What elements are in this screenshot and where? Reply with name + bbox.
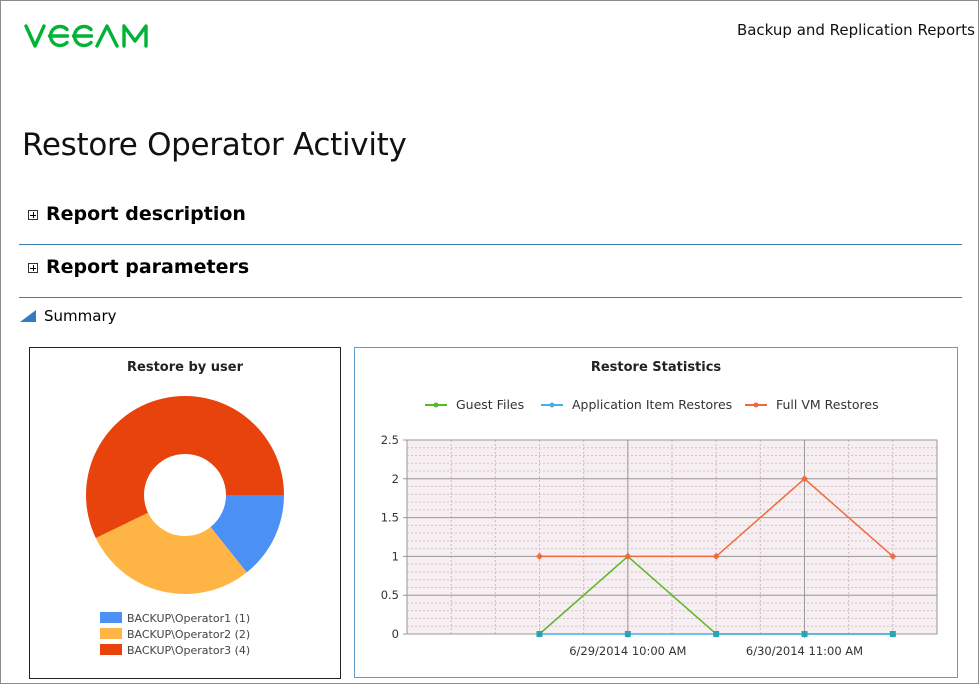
legend-swatch [100, 644, 122, 655]
report-description-section[interactable]: Report description [19, 201, 962, 245]
data-point [889, 552, 897, 560]
expand-icon[interactable] [28, 210, 38, 220]
chart-title: Restore Statistics [590, 360, 722, 375]
legend-label: BACKUP\Operator3 (4) [127, 644, 250, 657]
summary-label: Summary [44, 307, 117, 325]
section-label: Report parameters [46, 256, 250, 278]
donut-slice-1 [210, 495, 284, 573]
restore-by-user-panel: Restore by user BACKUP\Operator1 (1) BACK… [29, 347, 341, 679]
data-point [801, 475, 808, 483]
legend-label: BACKUP\Operator1 (1) [127, 612, 250, 625]
report-category-label: Backup and Replication Reports [736, 21, 975, 39]
restore-by-user-donut-chart: BACKUP\Operator1 (1) BACKUP\Operator2 (2)… [86, 396, 284, 657]
legend-marker [549, 402, 555, 408]
veeam-logo [24, 24, 148, 48]
donut-slice-2 [95, 512, 247, 594]
x-tick-label: 6/30/2014 11:00 AM [746, 644, 863, 658]
y-tick-label: 1.5 [381, 511, 399, 525]
data-point [536, 631, 543, 637]
chart-title: Restore by user [127, 360, 243, 375]
y-tick-label: 0.5 [381, 588, 399, 602]
restore-statistics-line-chart: 0 0.5 1 1.5 2 2.5 6/29/2014 10:00 AM 6/30/2014 … [381, 397, 938, 658]
collapse-triangle-icon[interactable] [20, 310, 36, 322]
report-parameters-section[interactable]: Report parameters [19, 254, 962, 298]
data-point [624, 631, 631, 637]
legend-label: Application Item Restores [572, 397, 732, 412]
data-point [712, 552, 720, 560]
data-point [713, 631, 720, 637]
y-tick-label: 2 [392, 472, 399, 486]
y-tick-label: 1 [392, 549, 399, 563]
restore-statistics-panel: Restore Statistics 0 0.5 1 1.5 2 2.5 6/29/2014… [354, 347, 958, 678]
legend-swatch [100, 612, 122, 623]
legend-marker [753, 402, 759, 408]
x-tick-label: 6/29/2014 10:00 AM [569, 644, 686, 658]
data-point [624, 552, 632, 560]
donut-slice-3 [86, 396, 284, 538]
page-title: Restore Operator Activity [22, 127, 407, 163]
expand-icon[interactable] [28, 263, 38, 273]
legend-label: Guest Files [456, 397, 524, 412]
data-point [536, 552, 543, 560]
data-point [889, 631, 896, 637]
data-point [801, 631, 808, 637]
y-tick-label: 0 [392, 627, 399, 641]
legend-marker [433, 402, 439, 408]
legend-label: Full VM Restores [776, 397, 879, 412]
section-label: Report description [46, 203, 246, 225]
y-tick-label: 2.5 [381, 433, 399, 447]
legend-label: BACKUP\Operator2 (2) [127, 628, 250, 641]
legend-swatch [100, 628, 122, 639]
